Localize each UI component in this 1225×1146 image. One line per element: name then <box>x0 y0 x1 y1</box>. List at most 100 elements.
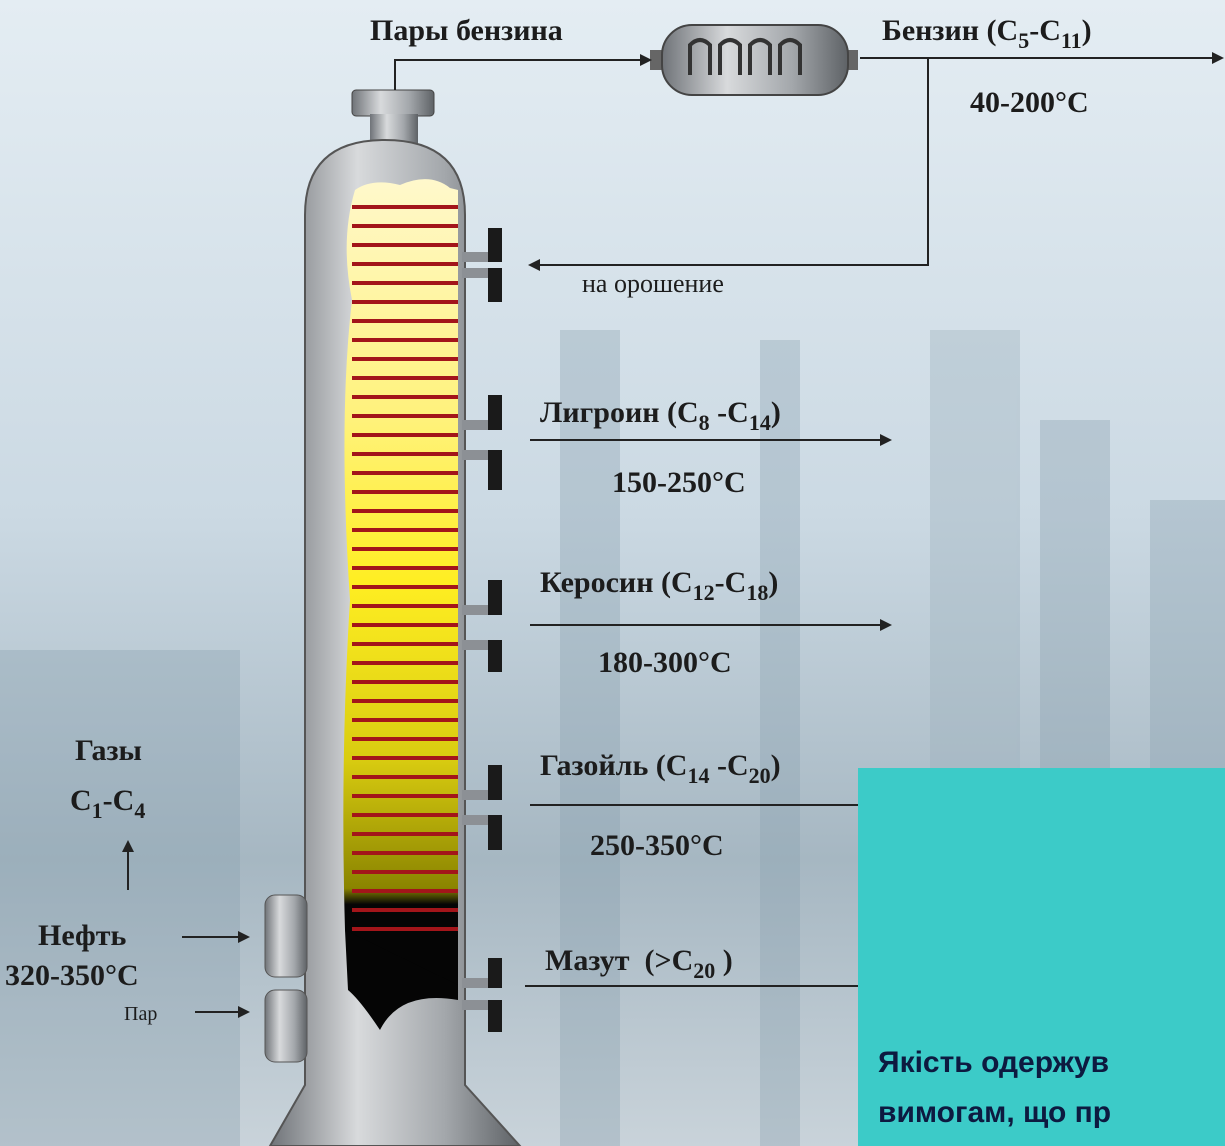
flange <box>488 268 502 302</box>
note-box <box>858 768 1225 1146</box>
tray <box>352 642 458 646</box>
note-line: Якість одержув <box>878 1046 1109 1079</box>
nozzle <box>462 420 492 430</box>
tray <box>352 775 458 779</box>
tray <box>352 927 458 931</box>
text: ) <box>1082 14 1092 47</box>
temp-ligroin: 150-250°C <box>612 466 746 499</box>
tray <box>352 395 458 399</box>
tray <box>352 794 458 798</box>
subscript: 8 <box>699 410 710 435</box>
text: ) <box>771 396 781 429</box>
tray <box>352 300 458 304</box>
tray <box>352 338 458 342</box>
temp-gasoline: 40-200°C <box>970 86 1089 119</box>
text: ) <box>771 749 781 782</box>
text: -C <box>715 566 747 599</box>
nozzle <box>462 1000 492 1010</box>
label-vapors: Пары бензина <box>370 14 563 47</box>
tray <box>352 433 458 437</box>
tray <box>352 262 458 266</box>
flange <box>488 765 502 800</box>
text: -C <box>103 784 135 817</box>
temp-kerosene: 180-300°C <box>598 646 732 679</box>
flange <box>488 395 502 430</box>
column <box>264 89 522 1146</box>
flange <box>488 640 502 672</box>
note-line: вимогам, що пр <box>878 1096 1111 1129</box>
nozzle <box>462 790 492 800</box>
tray <box>352 376 458 380</box>
text: Бензин (C <box>882 14 1018 47</box>
text: -C <box>710 396 749 429</box>
label-steam: Пар <box>124 1003 157 1025</box>
nozzle <box>462 815 492 825</box>
tray <box>352 357 458 361</box>
label-kerosene: Керосин (C12-C18) <box>540 566 778 605</box>
subscript: 18 <box>746 580 768 605</box>
tray <box>352 699 458 703</box>
arrows <box>122 52 1224 1018</box>
label-gases-formula: C1-C4 <box>70 784 145 823</box>
temp-oil: 320-350°C <box>5 959 139 992</box>
text: -C <box>709 749 748 782</box>
tray <box>352 870 458 874</box>
tray <box>352 281 458 285</box>
subscript: 14 <box>687 763 709 788</box>
tray <box>352 319 458 323</box>
nozzle <box>462 252 492 262</box>
label-reflux: на орошение <box>582 269 724 298</box>
tray <box>352 509 458 513</box>
tray <box>352 528 458 532</box>
condenser <box>650 24 858 96</box>
label-mazut: Мазут (>C20 ) <box>545 944 733 983</box>
tray <box>352 243 458 247</box>
text: C <box>70 784 92 817</box>
tray <box>352 718 458 722</box>
flange <box>488 450 502 490</box>
label-ligroin: Лигроин (C8 -C14) <box>540 396 781 435</box>
nozzle <box>462 640 492 650</box>
subscript: 20 <box>693 958 715 983</box>
label-gasoil: Газойль (C14 -C20) <box>540 749 781 788</box>
tray <box>352 547 458 551</box>
tray <box>352 889 458 893</box>
tray <box>352 471 458 475</box>
tray <box>352 851 458 855</box>
tray <box>352 623 458 627</box>
tray <box>352 680 458 684</box>
tray <box>352 604 458 608</box>
tray <box>352 737 458 741</box>
tray <box>352 908 458 912</box>
subscript: 14 <box>749 410 771 435</box>
text: Керосин (C <box>540 566 693 599</box>
nozzle <box>462 978 492 988</box>
tray <box>352 452 458 456</box>
text: ) <box>715 944 733 977</box>
tray <box>352 205 458 209</box>
flange <box>488 580 502 615</box>
label-gases: Газы <box>75 734 142 767</box>
label-oil: Нефть <box>38 919 127 952</box>
subscript: 1 <box>92 798 103 823</box>
tray <box>352 566 458 570</box>
text: ) <box>768 566 778 599</box>
tray <box>352 832 458 836</box>
text: -C <box>1029 14 1061 47</box>
tray <box>352 224 458 228</box>
subscript: 12 <box>693 580 715 605</box>
subscript: 5 <box>1018 28 1029 53</box>
temp-gasoil: 250-350°C <box>590 829 724 862</box>
nozzle <box>462 450 492 460</box>
flange <box>488 1000 502 1032</box>
flange <box>488 815 502 850</box>
tray <box>352 414 458 418</box>
subscript: 11 <box>1061 28 1082 53</box>
label-gasoline: Бензин (C5-C11) <box>882 14 1092 53</box>
tray <box>352 490 458 494</box>
text: Лигроин (C <box>540 396 699 429</box>
subscript: 20 <box>749 763 771 788</box>
tray <box>352 813 458 817</box>
subscript: 4 <box>134 798 145 823</box>
